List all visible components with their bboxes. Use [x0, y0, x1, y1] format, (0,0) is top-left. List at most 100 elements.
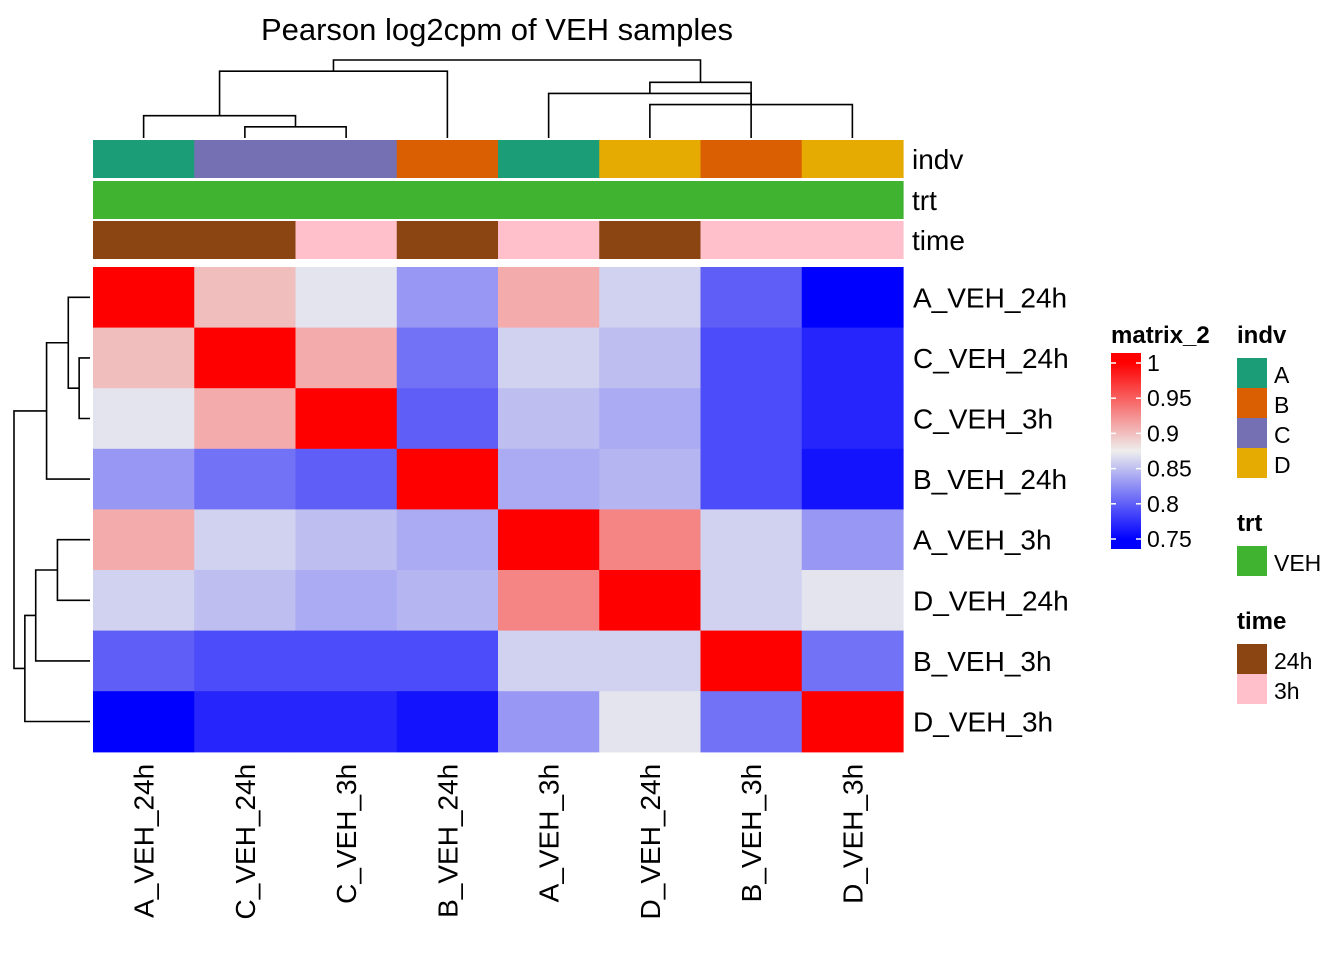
annotation-cell-indv: [194, 140, 297, 178]
annotation-cell-time: [700, 221, 803, 259]
legend-label: VEH: [1274, 550, 1321, 576]
annotation-cell-trt: [498, 181, 600, 219]
annotation-cell-trt: [801, 181, 904, 219]
dendrogram-link: [34, 569, 90, 662]
legend-label: 24h: [1274, 648, 1312, 674]
heatmap-cell: [295, 630, 398, 692]
heatmap-cell: [396, 267, 499, 329]
heatmap-cell: [396, 448, 499, 510]
heatmap-cell: [93, 327, 195, 389]
dendrogram-link: [24, 614, 90, 723]
annotation-cell-time: [295, 221, 398, 259]
heatmap-cell: [700, 267, 803, 329]
heatmap-cell: [700, 448, 803, 510]
annotation-cell-time: [93, 221, 195, 259]
legend-title-trt: trt: [1237, 510, 1262, 537]
heatmap-cell: [801, 630, 904, 692]
annotation-cell-time: [801, 221, 904, 259]
heatmap-cell: [801, 327, 904, 389]
row-label: D_VEH_3h: [913, 707, 1053, 738]
annotation-cell-trt: [295, 181, 398, 219]
column-label: B_VEH_24h: [432, 764, 463, 918]
row-dendrogram: [13, 296, 90, 723]
heatmap-cell: [396, 691, 499, 753]
row-label: C_VEH_24h: [913, 343, 1069, 374]
column-label: A_VEH_24h: [129, 764, 160, 918]
column-dendrogram: [142, 59, 854, 138]
heatmap-cell: [599, 267, 702, 329]
legend-swatch: [1237, 644, 1267, 674]
heatmap-cell: [194, 630, 297, 692]
heatmap-cell: [194, 691, 297, 753]
dendrogram-link: [78, 357, 90, 420]
color-legend-tick-label: 0.9: [1147, 420, 1179, 446]
legend-title-time: time: [1237, 608, 1286, 635]
legend-swatch: [1237, 674, 1267, 704]
heatmap-cell: [295, 267, 398, 329]
heatmap-cell: [599, 327, 702, 389]
legend-label: C: [1274, 422, 1291, 448]
heatmap-cell: [599, 570, 702, 632]
color-legend-tick-label: 0.95: [1147, 385, 1192, 411]
heatmap-cell: [194, 570, 297, 632]
legend-swatch: [1237, 418, 1267, 448]
heatmap-cell: [396, 509, 499, 571]
column-label: D_VEH_24h: [635, 764, 666, 920]
annotation-cell-indv: [498, 140, 600, 178]
heatmap-cell: [801, 691, 904, 753]
heatmap-cell: [295, 327, 398, 389]
color-legend-tick-label: 1: [1147, 350, 1160, 376]
row-label: B_VEH_24h: [913, 464, 1067, 495]
color-scale-legend: matrix_21 0.95 0.9 0.85 0.8 0.75: [1111, 322, 1210, 552]
annotation-cell-trt: [194, 181, 297, 219]
heatmap-cell: [295, 448, 398, 510]
heatmap-cell: [194, 327, 297, 389]
column-label: C_VEH_3h: [331, 764, 362, 904]
heatmap-cell: [700, 630, 803, 692]
heatmap-cell: [93, 630, 195, 692]
annotation-label-trt: trt: [912, 185, 937, 216]
row-label: C_VEH_3h: [913, 404, 1053, 435]
column-label: C_VEH_24h: [230, 764, 261, 920]
row-label: A_VEH_24h: [913, 282, 1067, 313]
heatmap-cell: [498, 448, 600, 510]
row-label: B_VEH_3h: [913, 646, 1052, 677]
heatmap-cells: [93, 267, 904, 753]
heatmap-cell: [498, 327, 600, 389]
heatmap-cell: [599, 388, 702, 450]
heatmap-cell: [498, 267, 600, 329]
annotation-cell-trt: [700, 181, 803, 219]
row-labels: A_VEH_24h C_VEH_24h C_VEH_3h B_VEH_24h A_VEH…: [913, 282, 1069, 737]
annotation-cell-indv: [700, 140, 803, 178]
heatmap-cell: [700, 509, 803, 571]
dendrogram-link: [547, 92, 752, 138]
heatmap-cell: [599, 509, 702, 571]
heatmap-cell: [194, 267, 297, 329]
annotation-bars: [93, 140, 904, 259]
annotation-cell-indv: [396, 140, 499, 178]
legend-label: A: [1274, 362, 1290, 388]
heatmap-cell: [93, 448, 195, 510]
heatmap-cell: [700, 327, 803, 389]
heatmap-cell: [498, 630, 600, 692]
annotation-cell-trt: [599, 181, 702, 219]
dendrogram-link: [13, 410, 47, 670]
heatmap-cell: [700, 388, 803, 450]
heatmap-cell: [396, 388, 499, 450]
annotation-cell-indv: [295, 140, 398, 178]
annotation-cell-trt: [396, 181, 499, 219]
heatmap-cell: [295, 509, 398, 571]
annotation-cell-time: [599, 221, 702, 259]
dendrogram-link: [218, 70, 449, 138]
heatmap-cell: [194, 448, 297, 510]
column-label: D_VEH_3h: [837, 764, 868, 904]
column-label: B_VEH_3h: [736, 764, 767, 903]
heatmap-cell: [93, 388, 195, 450]
legend-swatch: [1237, 358, 1267, 388]
heatmap-cell: [498, 570, 600, 632]
heatmap-cell: [194, 388, 297, 450]
dendrogram-link: [244, 126, 347, 138]
legend-swatch: [1237, 546, 1267, 576]
